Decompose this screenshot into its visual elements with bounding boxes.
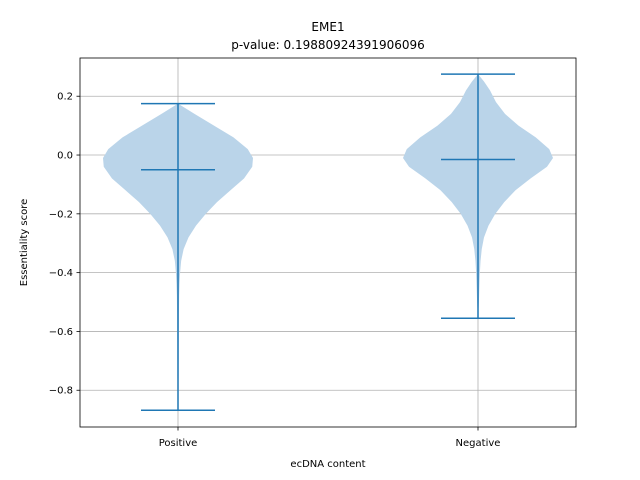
y-tick-label: −0.6 bbox=[49, 327, 73, 338]
y-tick-label: 0.2 bbox=[57, 92, 73, 103]
chart-subtitle: p-value: 0.19880924391906096 bbox=[231, 38, 425, 52]
y-tick-label: −0.4 bbox=[49, 268, 73, 279]
x-tick-label: Positive bbox=[159, 438, 198, 449]
y-tick-label: −0.2 bbox=[49, 209, 73, 220]
plot-frame bbox=[79, 57, 577, 428]
chart-title: EME1 bbox=[311, 20, 344, 34]
x-tick-label: Negative bbox=[456, 438, 501, 449]
ticks: −0.8 −0.6 −0.4 −0.2 0.0 0.2 Positive Negative bbox=[49, 92, 501, 449]
x-axis-label: ecDNA content bbox=[290, 459, 365, 470]
violins bbox=[103, 73, 553, 411]
y-tick-label: 0.0 bbox=[57, 151, 73, 162]
y-tick-label: −0.8 bbox=[49, 386, 73, 397]
y-axis-label: Essentiality score bbox=[19, 199, 30, 287]
